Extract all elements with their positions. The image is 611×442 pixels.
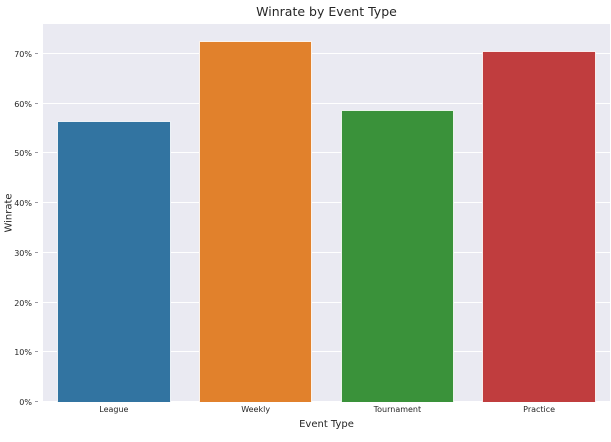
bar-league <box>57 121 171 402</box>
gridline-10% <box>43 351 610 353</box>
y-tick-label-0%: 0% <box>19 398 32 407</box>
y-tick-mark-40% <box>35 202 38 204</box>
y-tick-label-20%: 20% <box>14 298 32 308</box>
x-axis-label: Event Type <box>299 419 354 430</box>
y-axis-tick-area: 0% 10% 20% 30% 40% 50% 60% 70% <box>0 24 39 407</box>
x-tick-label-practice: Practice <box>523 405 556 414</box>
gridline-40% <box>43 202 610 204</box>
y-tick-mark-50% <box>35 152 38 154</box>
bar-practice <box>482 51 596 402</box>
y-tick-label-70%: 70% <box>14 49 32 59</box>
gridline-30% <box>43 251 610 253</box>
x-axis-tick-area: League Weekly Tournament Practice <box>43 405 610 417</box>
y-tick-label-30%: 30% <box>14 248 32 258</box>
gridline-0% <box>43 401 610 402</box>
bar-tournament <box>340 109 455 402</box>
y-tick-mark-60% <box>35 102 38 104</box>
y-tick-mark-30% <box>35 251 38 253</box>
gridline-20% <box>43 301 610 303</box>
y-tick-label-50%: 50% <box>14 149 32 159</box>
gridline-50% <box>43 152 610 154</box>
y-tick-mark-20% <box>35 301 38 303</box>
chart-title: Winrate by Event Type <box>256 4 397 19</box>
x-tick-label-tournament: Tournament <box>373 405 422 414</box>
y-tick-label-60%: 60% <box>14 99 32 109</box>
y-tick-label-10%: 10% <box>14 348 32 358</box>
x-tick-label-weekly: Weekly <box>241 405 271 414</box>
y-tick-label-40%: 40% <box>14 199 32 209</box>
gridline-70% <box>43 52 610 54</box>
plot-area <box>43 24 610 402</box>
bar-weekly <box>198 40 313 402</box>
y-tick-mark-10% <box>35 351 38 353</box>
y-tick-mark-0% <box>35 401 38 402</box>
gridline-60% <box>43 102 610 104</box>
y-tick-mark-70% <box>35 52 38 54</box>
x-tick-label-league: League <box>99 405 129 414</box>
